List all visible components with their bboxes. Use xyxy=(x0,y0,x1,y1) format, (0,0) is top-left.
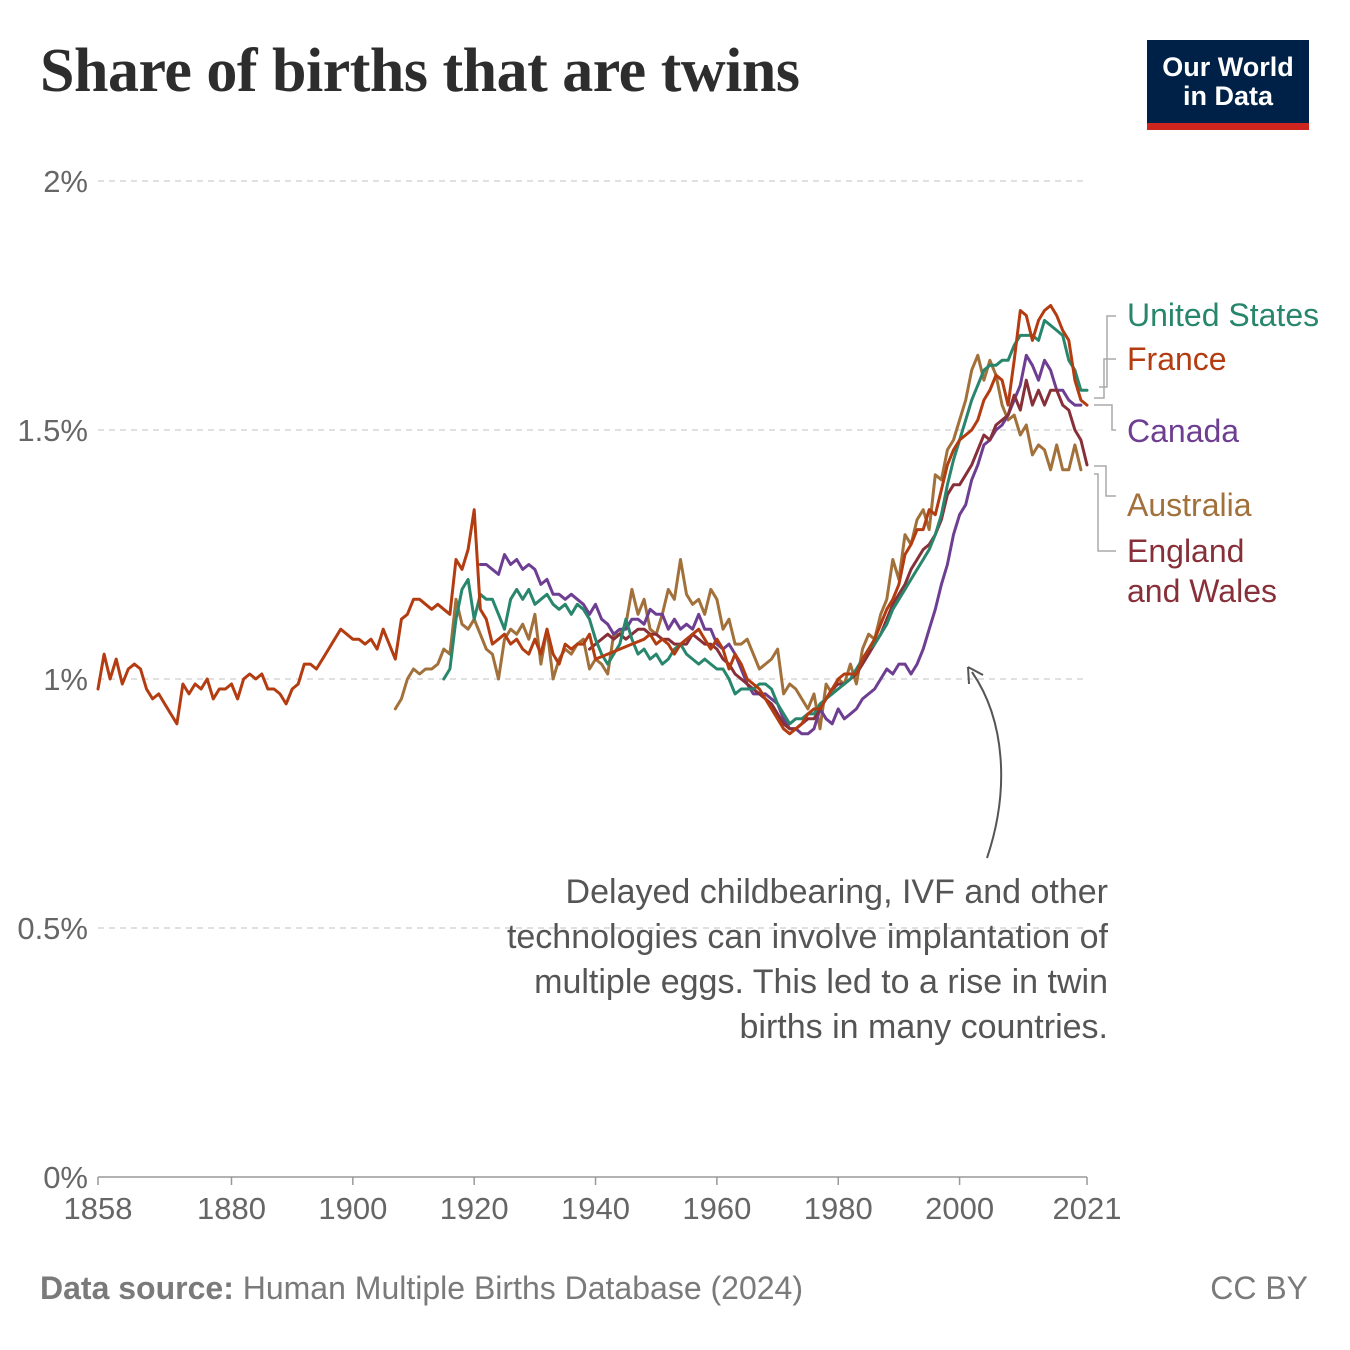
gridlines xyxy=(98,180,1087,929)
legend-label-wales[interactable]: and Wales xyxy=(1127,573,1277,609)
logo-line-2: in Data xyxy=(1182,81,1274,111)
series-line-england-and-wales[interactable] xyxy=(588,378,1089,731)
x-tick-label: 1960 xyxy=(682,1191,751,1226)
x-tick-label: 1920 xyxy=(440,1191,509,1226)
x-axis: 1858 1880 1900 1920 1940 1960 1980 2000 2021 xyxy=(64,1176,1122,1226)
chart-annotation: Delayed childbearing, IVF and other tech… xyxy=(506,873,1108,1046)
x-tick-label: 1900 xyxy=(318,1191,387,1226)
x-tick-label: 1858 xyxy=(64,1191,133,1226)
data-source: Data source: Human Multiple Births Datab… xyxy=(40,1270,803,1307)
y-tick-label: 1.5% xyxy=(17,413,88,448)
legend: United States France Canada Australia En… xyxy=(1094,297,1319,609)
data-source-text[interactable]: Human Multiple Births Database (2024) xyxy=(242,1270,803,1306)
legend-label-england[interactable]: England xyxy=(1127,533,1244,569)
y-tick-label: 2% xyxy=(43,164,88,199)
legend-label-australia[interactable]: Australia xyxy=(1127,487,1252,523)
owid-logo[interactable]: Our World in Data xyxy=(1147,40,1309,130)
legend-label-united-states[interactable]: United States xyxy=(1127,297,1319,333)
legend-label-france[interactable]: France xyxy=(1127,341,1227,377)
y-axis-ticks: 0% 0.5% 1% 1.5% 2% xyxy=(17,164,88,1195)
y-tick-label: 0.5% xyxy=(17,911,88,946)
chart-title: Share of births that are twins xyxy=(40,37,800,105)
series-line-france[interactable] xyxy=(96,304,1089,736)
legend-connectors xyxy=(1094,315,1116,552)
annotation-arrow xyxy=(967,666,1003,859)
logo-line-1: Our World xyxy=(1162,52,1294,82)
series-lines xyxy=(96,304,1089,736)
x-tick-label: 1980 xyxy=(804,1191,873,1226)
series-line-australia[interactable] xyxy=(393,353,1083,731)
x-tick-label: 2000 xyxy=(925,1191,994,1226)
data-source-label: Data source: xyxy=(40,1270,234,1306)
x-tick-label: 2021 xyxy=(1053,1191,1122,1226)
x-tick-label: 1940 xyxy=(561,1191,630,1226)
legend-label-canada[interactable]: Canada xyxy=(1127,413,1239,449)
y-tick-label: 0% xyxy=(43,1160,88,1195)
series-line-united-states[interactable] xyxy=(442,318,1089,726)
x-tick-label: 1880 xyxy=(197,1191,266,1226)
license[interactable]: CC BY xyxy=(1210,1270,1308,1306)
y-tick-label: 1% xyxy=(43,662,88,697)
logo-accent-bar xyxy=(1147,123,1309,130)
